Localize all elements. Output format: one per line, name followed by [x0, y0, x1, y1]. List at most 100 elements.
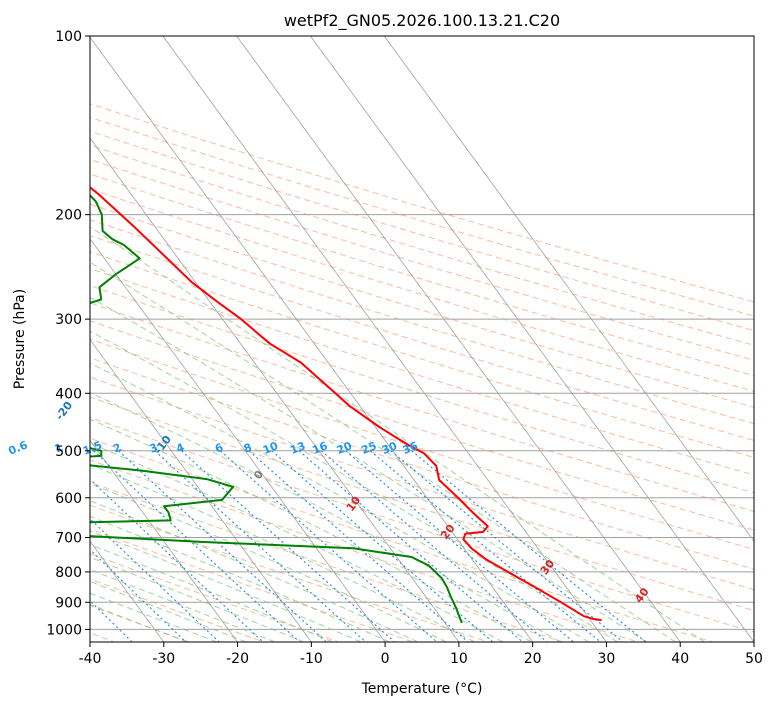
mixing-ratio-line	[181, 450, 395, 642]
dry-adiabat	[90, 320, 754, 531]
moist-adiabat	[90, 418, 532, 642]
mixing-ratio-line	[271, 450, 494, 642]
x-tick-label: -30	[152, 651, 175, 667]
dry-adiabat	[90, 396, 754, 612]
x-tick-label: 20	[524, 651, 542, 667]
dry-adiabat	[90, 376, 754, 591]
isotherm	[90, 238, 386, 642]
y-tick-label: 500	[55, 444, 82, 460]
dry-adiabat	[90, 604, 190, 642]
mixing-ratio-label: 3	[148, 441, 160, 456]
isotherm-label: 20	[438, 522, 458, 542]
moist-adiabat	[90, 515, 390, 642]
mixing-ratio-line	[118, 450, 327, 642]
x-tick-label: -20	[226, 651, 249, 667]
y-tick-label: 900	[55, 595, 82, 611]
dry-adiabat	[90, 235, 754, 441]
moist-adiabat	[90, 463, 475, 642]
dry-adiabat	[90, 437, 713, 642]
moist-adiabat	[90, 530, 362, 642]
mixing-ratio-label: 16	[310, 439, 329, 457]
y-tick-label: 1000	[46, 622, 82, 638]
chart-title: wetPf2_GN05.2026.100.13.21.C20	[284, 11, 560, 31]
moist-adiabat	[90, 261, 676, 642]
dry-adiabat	[90, 267, 754, 476]
x-tick-label: -40	[79, 651, 102, 667]
dry-adiabat	[90, 528, 414, 642]
dry-adiabat	[90, 173, 754, 377]
dry-adiabat	[90, 116, 754, 317]
mixing-ratio-line	[411, 450, 647, 642]
dewpoint-line	[90, 193, 463, 624]
background-lines	[90, 36, 754, 642]
isotherm	[310, 36, 754, 642]
plot-frame	[89, 35, 755, 643]
y-tick-label: 700	[55, 531, 82, 547]
dry-adiabat	[90, 103, 754, 303]
mixing-ratio-label: 10	[261, 439, 280, 457]
mixing-ratio-label: 1	[53, 441, 65, 456]
mixing-ratio-label: 25	[359, 439, 378, 457]
profile-lines	[90, 186, 602, 624]
dry-adiabat	[90, 144, 754, 346]
moist-adiabat	[90, 603, 188, 642]
dry-adiabat	[90, 338, 754, 550]
dry-adiabat	[90, 130, 754, 332]
isotherm	[162, 36, 607, 642]
mixing-ratio-line	[90, 518, 220, 642]
x-tick-label: -10	[300, 651, 323, 667]
y-tick-label: 400	[55, 386, 82, 402]
dry-adiabat	[90, 481, 564, 642]
mixing-ratio-label: 4	[174, 441, 186, 456]
isotherm	[90, 439, 238, 642]
axes: -40 -30 -20 -10 0 10 20 30 40 50 100 200 300 400 500 60…	[46, 29, 763, 667]
x-tick-label: 50	[745, 651, 763, 667]
dry-adiabat	[90, 219, 754, 425]
mixing-ratio-line	[90, 548, 187, 642]
x-tick-label: 40	[671, 651, 689, 667]
mixing-ratio-label: 20	[335, 439, 354, 457]
x-tick-label: 10	[450, 651, 468, 667]
mixing-ratio-line	[390, 450, 624, 642]
dry-adiabat	[90, 357, 754, 570]
dry-adiabat	[90, 302, 754, 512]
mixing-ratio-line	[345, 450, 574, 642]
isotherm	[90, 137, 460, 642]
moist-adiabat	[90, 592, 217, 642]
isotherm	[90, 36, 533, 642]
mixing-ratio-label: 13	[288, 439, 307, 457]
temperature-line	[90, 186, 602, 622]
moist-adiabat	[90, 556, 304, 642]
y-tick-label: 800	[55, 565, 82, 581]
mixing-ratio-line	[248, 450, 469, 642]
mixing-ratio-label: 0.6	[7, 438, 30, 457]
dry-adiabat	[90, 203, 754, 408]
y-axis-title: Pressure (hPa)	[12, 289, 28, 389]
dry-adiabat	[90, 188, 754, 392]
moist-adiabat	[90, 392, 561, 642]
x-tick-label: 30	[598, 651, 616, 667]
mixing-ratio-line	[369, 450, 601, 642]
dry-adiabat	[90, 158, 754, 361]
isotherm	[236, 36, 681, 642]
isotherm	[90, 338, 312, 642]
y-tick-label: 300	[55, 312, 82, 328]
dry-adiabat	[90, 578, 264, 642]
x-tick-label: 0	[381, 651, 390, 667]
mixing-ratio-label: 2	[111, 441, 123, 456]
mixing-ratio-line	[298, 450, 524, 642]
mixing-ratio-line	[320, 450, 548, 642]
y-tick-label: 600	[55, 491, 82, 507]
mixing-ratio-label: 30	[380, 439, 399, 457]
y-tick-label: 100	[55, 29, 82, 45]
dry-adiabat	[90, 504, 489, 642]
dry-adiabat	[90, 251, 754, 459]
moist-adiabat	[90, 330, 618, 642]
moist-adiabat	[90, 362, 589, 642]
moist-adiabat	[90, 226, 705, 642]
isotherm-label: 10	[344, 494, 364, 514]
mixing-ratio-label: 8	[242, 441, 254, 456]
mixing-ratio-line	[220, 450, 438, 642]
x-axis-title: Temperature (°C)	[361, 681, 483, 697]
